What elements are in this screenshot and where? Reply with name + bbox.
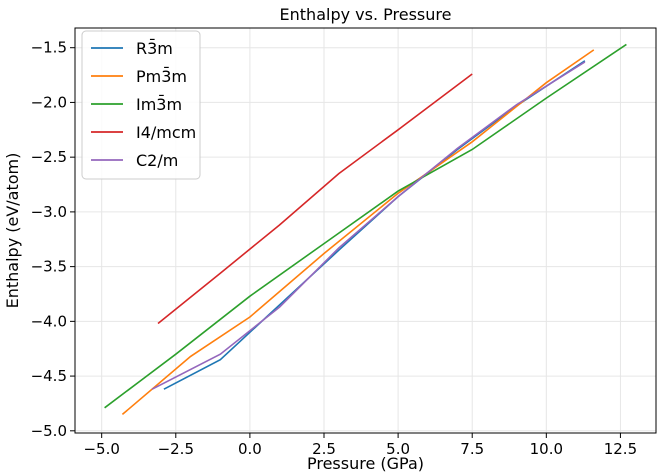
series-line-2 [104, 43, 627, 409]
x-tick-label: 10.0 [530, 440, 563, 458]
legend-label-1: Pm3̄m [136, 67, 187, 86]
legend: R3̄m Pm3̄m Im3̄m I4/mcm C2/m [81, 30, 201, 180]
x-tick-label: −5.0 [83, 440, 119, 458]
tick-layer: −5.0 −2.5 0.0 2.5 5.0 7.5 10.0 12.5 −5.0 −4.5 −4.0… [31, 39, 638, 458]
series-line-1 [121, 49, 595, 416]
series-layer [104, 43, 627, 416]
x-tick-label: 7.5 [460, 440, 484, 458]
grid-layer [75, 28, 656, 433]
plot-frame [74, 27, 657, 434]
legend-box [81, 30, 201, 180]
y-tick-label: −3.5 [31, 258, 67, 276]
legend-label-4: C2/m [136, 151, 178, 170]
legend-label-0: R3̄m [136, 39, 173, 58]
y-tick-label: −2.5 [31, 148, 67, 166]
series-line-0 [163, 60, 586, 390]
y-tick-label: −4.0 [31, 312, 67, 330]
chart-title: Enthalpy vs. Pressure [280, 5, 452, 24]
x-axis-label: Pressure (GPa) [307, 454, 424, 473]
x-tick-label: 5.0 [386, 440, 410, 458]
y-tick-label: −4.5 [31, 367, 67, 385]
y-tick-label: −3.0 [31, 203, 67, 221]
series-line-3 [157, 73, 473, 325]
x-tick-label: 0.0 [238, 440, 262, 458]
x-tick-label: 12.5 [604, 440, 637, 458]
legend-label-2: Im3̄m [136, 95, 182, 114]
y-axis-label: Enthalpy (eV/atom) [3, 153, 22, 309]
y-tick-label: −2.0 [31, 93, 67, 111]
y-tick-label: −5.0 [31, 422, 67, 440]
series-line-4 [151, 61, 586, 390]
x-tick-label: 2.5 [312, 440, 336, 458]
x-tick-label: −2.5 [158, 440, 194, 458]
y-tick-label: −1.5 [31, 39, 67, 57]
legend-label-3: I4/mcm [136, 123, 196, 142]
